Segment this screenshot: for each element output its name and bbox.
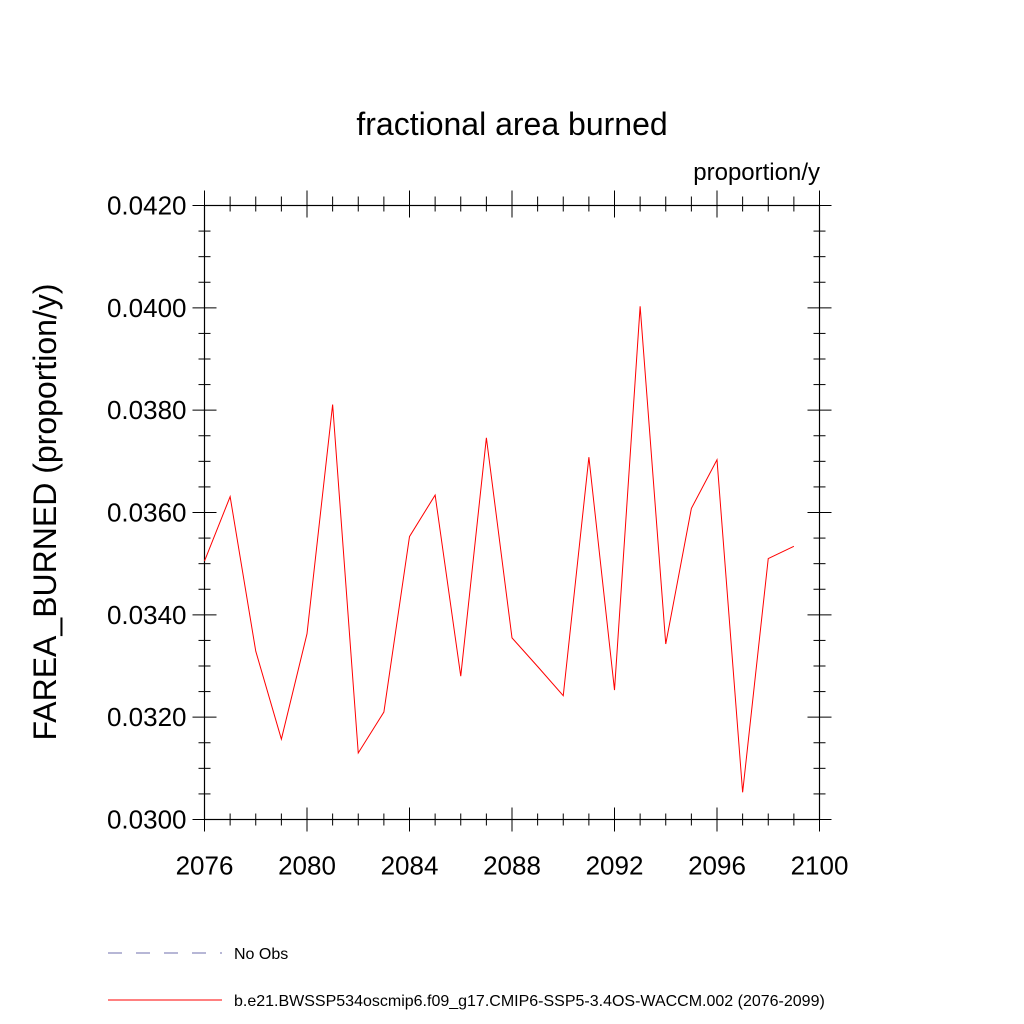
y-tick-label: 0.0300 (107, 805, 187, 835)
x-tick-label: 2076 (176, 851, 234, 881)
units-label: proportion/y (693, 159, 820, 186)
x-axis-tick-labels: 2076 2080 2084 2088 2092 2096 2100 (176, 851, 849, 881)
legend-label-no-obs: No Obs (234, 946, 288, 963)
x-tick-label: 2092 (586, 851, 644, 881)
x-axis-ticks (204, 190, 820, 832)
y-axis-ticks (192, 205, 832, 820)
plot-frame (203, 204, 821, 821)
y-tick-label: 0.0420 (107, 191, 187, 221)
y-tick-label: 0.0320 (107, 702, 187, 732)
chart-title: fractional area burned (356, 106, 667, 142)
y-tick-label: 0.0360 (107, 498, 187, 528)
y-tick-label: 0.0380 (107, 395, 187, 425)
y-tick-label: 0.0400 (107, 293, 187, 323)
x-tick-label: 2084 (381, 851, 439, 881)
x-tick-label: 2100 (791, 851, 849, 881)
y-axis-tick-labels: 0.0300 0.0320 0.0340 0.0360 0.0380 0.0400 0.04… (107, 191, 187, 835)
y-axis-label: FAREA_BURNED (proportion/y) (27, 283, 63, 740)
y-tick-label: 0.0340 (107, 600, 187, 630)
series-line (204, 306, 795, 793)
series-layer (204, 306, 795, 793)
x-tick-label: 2096 (688, 851, 746, 881)
x-tick-label: 2088 (483, 851, 541, 881)
legend-label-series: b.e21.BWSSP534oscmip6.f09_g17.CMIP6-SSP5… (234, 993, 825, 1010)
x-tick-label: 2080 (278, 851, 336, 881)
legend: No Obs b.e21.BWSSP534oscmip6.f09_g17.CMI… (108, 946, 825, 1010)
